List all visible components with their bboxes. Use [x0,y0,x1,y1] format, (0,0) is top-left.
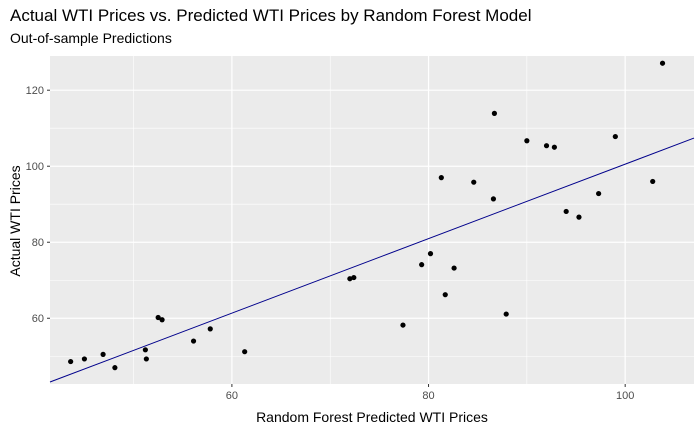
chart-title: Actual WTI Prices vs. Predicted WTI Pric… [10,6,532,25]
data-point [491,110,498,116]
data-point [81,356,88,362]
x-axis-title: Random Forest Predicted WTI Prices [256,409,488,425]
data-point [551,144,557,150]
data-point [427,251,434,257]
data-point [490,196,497,202]
data-point [112,365,118,371]
x-axis-ticks: 60 80 100 [226,384,634,402]
data-point [190,338,197,344]
fit-line-group [49,137,695,383]
data-points [68,60,666,371]
data-point [612,133,618,140]
data-point [438,175,444,181]
x-tick-label: 100 [616,390,634,402]
data-point [351,274,357,281]
y-tick-label: 60 [32,313,44,325]
data-point [68,358,74,365]
y-axis-ticks: 60 80 100 120 [26,85,50,325]
y-tick-label: 120 [26,85,44,97]
data-point [563,208,569,215]
data-point [207,326,213,332]
data-point [442,292,448,298]
grid-minor [50,56,694,384]
data-point [419,262,425,268]
data-point [100,351,106,357]
chart-subtitle: Out-of-sample Predictions [10,30,172,46]
data-point [451,265,457,271]
data-point [400,322,406,328]
y-tick-label: 80 [32,237,44,249]
data-point [347,276,353,282]
data-point [142,347,148,353]
data-point [576,214,582,220]
data-point [659,60,666,66]
data-point [159,317,165,323]
fit-line [49,137,695,383]
data-point [524,138,530,144]
data-point [143,356,149,362]
y-axis-title: Actual WTI Prices [7,165,23,276]
data-point [471,179,477,185]
data-point [650,178,656,185]
x-tick-label: 80 [422,390,434,402]
x-tick-label: 60 [226,390,238,402]
data-point [543,143,550,149]
data-point [155,314,161,321]
data-point [242,349,248,355]
data-point [596,190,602,197]
data-point [503,311,509,317]
y-tick-label: 100 [26,161,44,173]
plot-panel [50,56,694,384]
